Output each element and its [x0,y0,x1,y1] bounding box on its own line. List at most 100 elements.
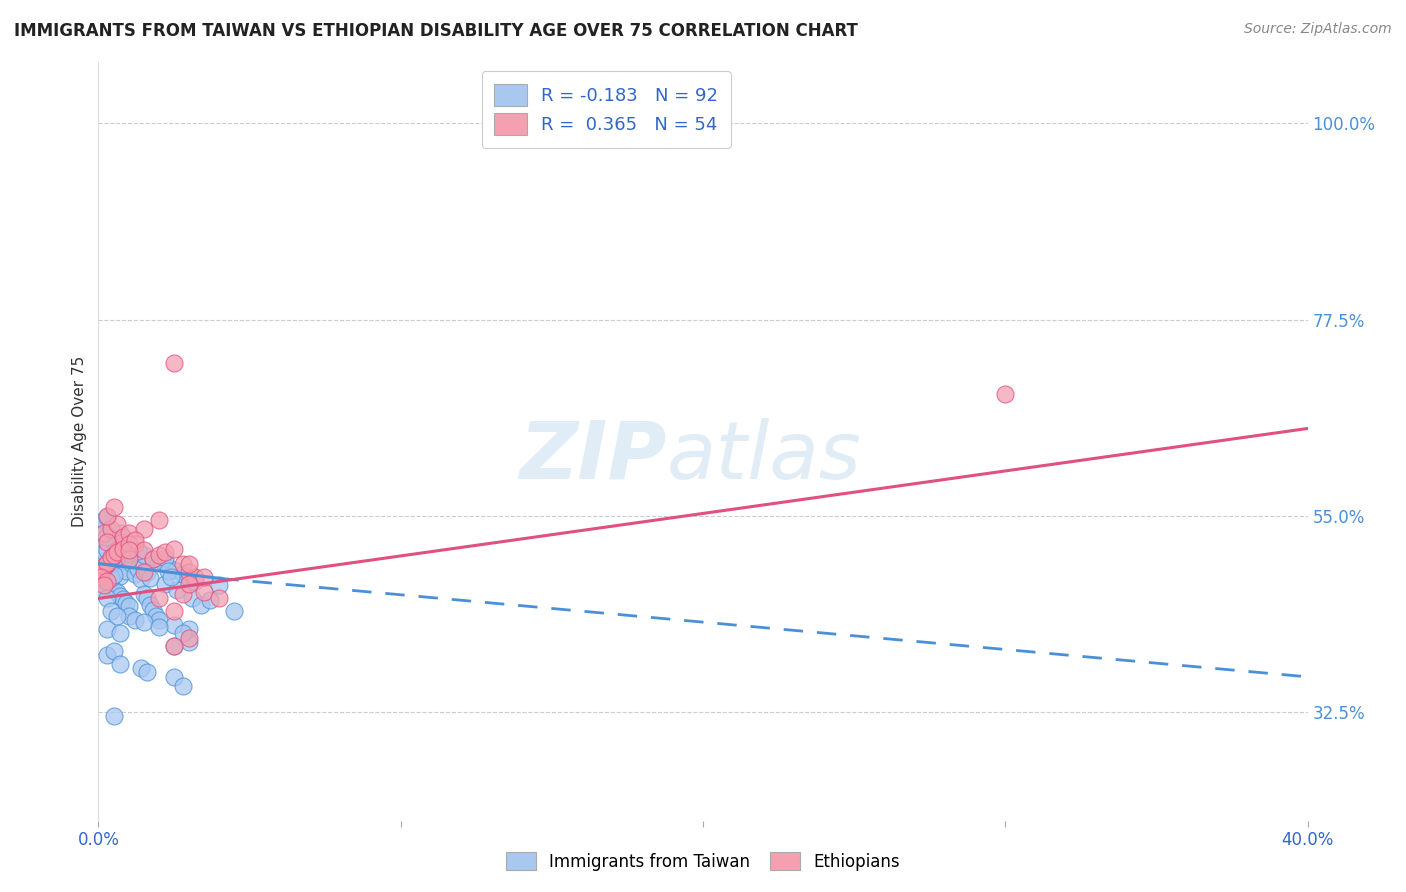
Point [184,574,207,588]
Point [96,543,118,558]
Point [118,536,141,550]
Point [118,540,141,554]
Point [179,631,201,645]
Point [129,661,152,675]
Point [163,563,186,577]
Point [184,569,207,583]
Point [103,534,125,549]
Point [105,543,128,558]
Legend: Immigrants from Taiwan, Ethiopians: Immigrants from Taiwan, Ethiopians [498,844,908,880]
Text: Source: ZipAtlas.com: Source: ZipAtlas.com [1244,22,1392,37]
Point [96,574,118,588]
Point [142,603,165,617]
Point [145,608,167,623]
Point [124,613,146,627]
Point [994,386,1017,401]
Point [93,561,115,575]
Point [153,551,176,566]
Point [96,591,118,606]
Point [179,576,201,591]
Text: atlas: atlas [666,417,862,496]
Point [96,560,118,574]
Point [105,517,128,532]
Point [148,548,170,562]
Point [208,591,231,606]
Point [100,522,122,536]
Point [135,566,157,580]
Point [179,635,201,649]
Point [200,593,222,607]
Legend: R = -0.183   N = 92, R =  0.365   N = 54: R = -0.183 N = 92, R = 0.365 N = 54 [482,71,731,148]
Point [153,555,176,569]
Point [108,526,131,541]
Point [132,543,155,558]
Point [163,356,186,370]
Point [111,541,134,556]
Point [103,567,125,582]
Point [163,670,186,684]
Point [105,545,128,559]
Point [93,545,115,559]
Point [94,530,117,544]
Point [96,578,118,592]
Point [103,548,125,562]
Point [172,567,194,582]
Text: ZIP: ZIP [519,417,666,496]
Point [108,568,131,582]
Point [105,549,128,564]
Point [111,530,134,544]
Point [93,526,115,541]
Point [108,626,131,640]
Point [153,577,176,591]
Point [179,622,201,636]
Point [93,578,115,592]
Point [91,522,114,536]
Point [103,582,125,597]
Point [166,582,188,597]
Point [108,657,131,671]
Point [132,587,155,601]
Point [108,589,131,603]
Point [132,566,155,580]
Point [129,572,152,586]
Point [118,552,141,566]
Point [139,598,162,612]
Point [103,643,125,657]
Point [172,679,194,693]
Point [118,526,141,541]
Point [127,562,149,576]
Point [100,550,122,565]
Point [193,585,215,599]
Point [111,553,134,567]
Point [108,539,131,553]
Point [148,591,170,606]
Point [103,548,125,562]
Point [148,620,170,634]
Point [93,574,115,588]
Point [163,640,186,654]
Point [179,557,201,571]
Point [163,617,186,632]
Point [100,605,122,619]
Point [90,569,112,583]
Point [132,548,155,562]
Point [124,536,146,550]
Point [103,500,125,514]
Point [172,557,194,571]
Point [93,566,115,580]
Point [135,665,157,680]
Point [111,534,134,549]
Point [132,559,155,574]
Point [96,508,118,523]
Point [179,571,201,585]
Point [100,552,122,566]
Point [93,559,115,574]
Point [118,551,141,566]
Point [90,569,112,583]
Point [172,626,194,640]
Point [124,533,146,547]
Point [103,563,125,577]
Point [121,557,143,571]
Point [118,546,141,560]
Point [103,709,125,723]
